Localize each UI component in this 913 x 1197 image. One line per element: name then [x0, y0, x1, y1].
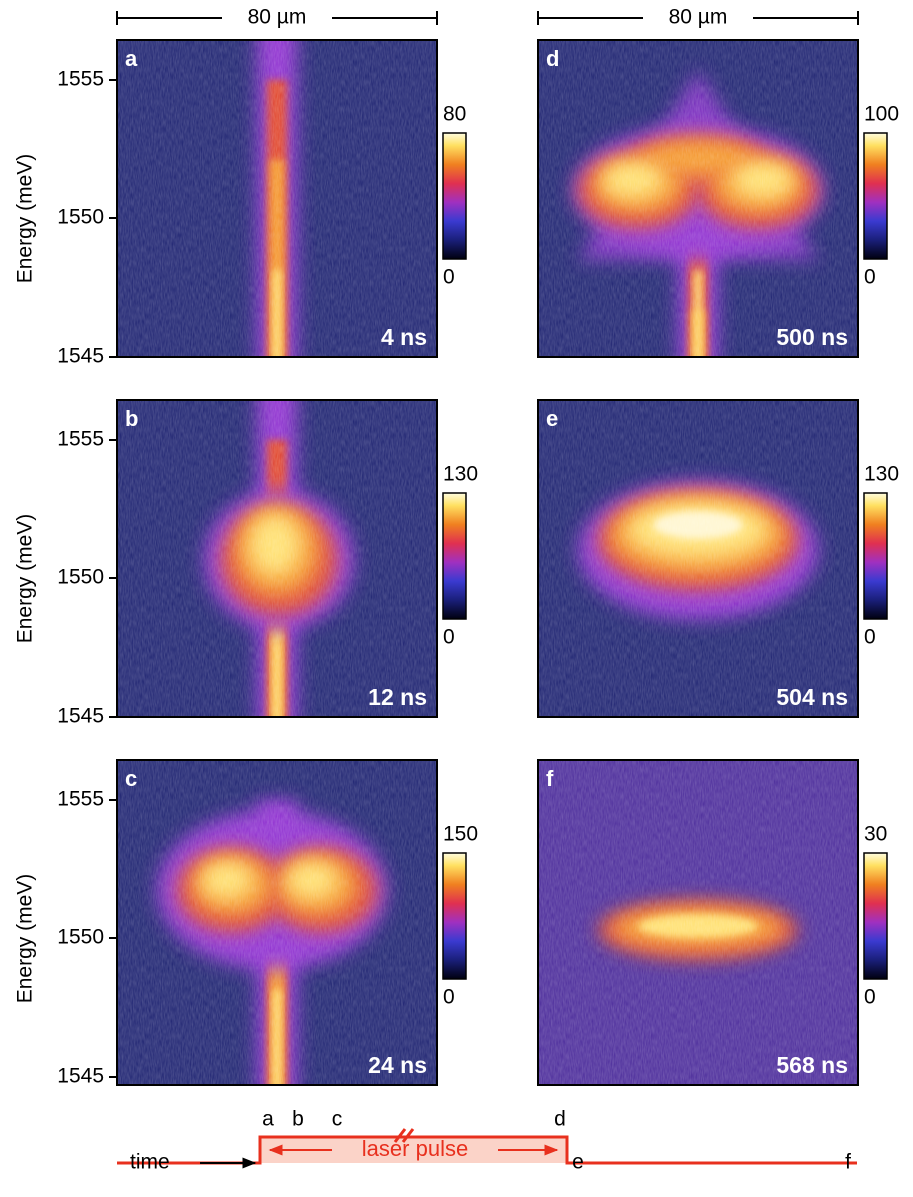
break-mark [393, 1128, 407, 1143]
noise [117, 40, 437, 357]
heatmap [538, 400, 858, 717]
colorbar-max: 80 [443, 103, 466, 126]
colorbar-max: 30 [864, 823, 887, 846]
colorbar-max: 130 [864, 463, 899, 486]
colorbar-max: 100 [864, 103, 899, 126]
timeline [117, 1128, 857, 1169]
panel-label: a [125, 46, 138, 71]
colorbar-min: 0 [443, 986, 455, 1009]
colorbar [442, 852, 467, 980]
timeline-marker: d [554, 1108, 566, 1131]
y-axis-label: Energy (meV) [14, 514, 37, 644]
scale-label: 80 µm [669, 6, 728, 29]
y-tick-label: 1555 [57, 788, 104, 811]
panel-label: d [546, 46, 559, 71]
panel-time: 504 ns [776, 684, 848, 710]
colorbar-min: 0 [864, 626, 876, 649]
panel-frame [116, 399, 438, 718]
break-mark [401, 1128, 415, 1143]
heatmap [538, 760, 858, 1085]
heatmap [117, 40, 437, 357]
y-tick-label: 1545 [57, 1065, 104, 1088]
colorbar [863, 852, 888, 980]
heatmap [117, 400, 437, 717]
pulse-label: laser pulse [362, 1136, 468, 1161]
time-label: time [130, 1151, 170, 1174]
y-tick-label: 1555 [57, 428, 104, 451]
panel-frame [537, 759, 859, 1086]
colorbar [442, 492, 467, 620]
y-axis-label: Energy (meV) [14, 154, 37, 284]
y-tick-label: 1555 [57, 68, 104, 91]
panel-label: c [125, 766, 137, 791]
heatmap [538, 40, 858, 357]
noise [117, 760, 437, 1085]
colorbar-max: 130 [443, 463, 478, 486]
noise [538, 760, 858, 1085]
colorbar-max: 150 [443, 823, 478, 846]
panel-label: e [546, 406, 558, 431]
panel-label: f [546, 766, 554, 791]
colorbar-min: 0 [443, 266, 455, 289]
noise [538, 40, 858, 357]
panel-frame [537, 39, 859, 358]
panel-time: 500 ns [776, 324, 848, 350]
heatmap [117, 760, 437, 1085]
noise [538, 400, 858, 717]
panel-frame [116, 39, 438, 358]
timeline-marker: f [845, 1151, 851, 1174]
colorbar-min: 0 [864, 986, 876, 1009]
noise [117, 400, 437, 717]
y-tick-label: 1550 [57, 926, 104, 949]
panel-time: 12 ns [368, 684, 427, 710]
timeline-marker: b [292, 1108, 304, 1131]
timeline-marker: a [262, 1108, 274, 1131]
panel-label: b [125, 406, 138, 431]
y-tick-label: 1550 [57, 206, 104, 229]
panel-frame [537, 399, 859, 718]
y-tick-label: 1545 [57, 345, 104, 368]
colorbar-min: 0 [864, 266, 876, 289]
panel-time: 4 ns [381, 324, 427, 350]
y-tick-label: 1545 [57, 705, 104, 728]
y-tick-label: 1550 [57, 566, 104, 589]
scale-label: 80 µm [248, 6, 307, 29]
colorbar [442, 132, 467, 260]
timeline-marker: c [332, 1108, 343, 1131]
panel-time: 568 ns [776, 1052, 848, 1078]
colorbar [863, 132, 888, 260]
panel-time: 24 ns [368, 1052, 427, 1078]
colorbar-min: 0 [443, 626, 455, 649]
panel-frame [116, 759, 438, 1086]
colorbar [863, 492, 888, 620]
timeline-marker: e [572, 1151, 584, 1174]
y-axis-label: Energy (meV) [14, 874, 37, 1004]
